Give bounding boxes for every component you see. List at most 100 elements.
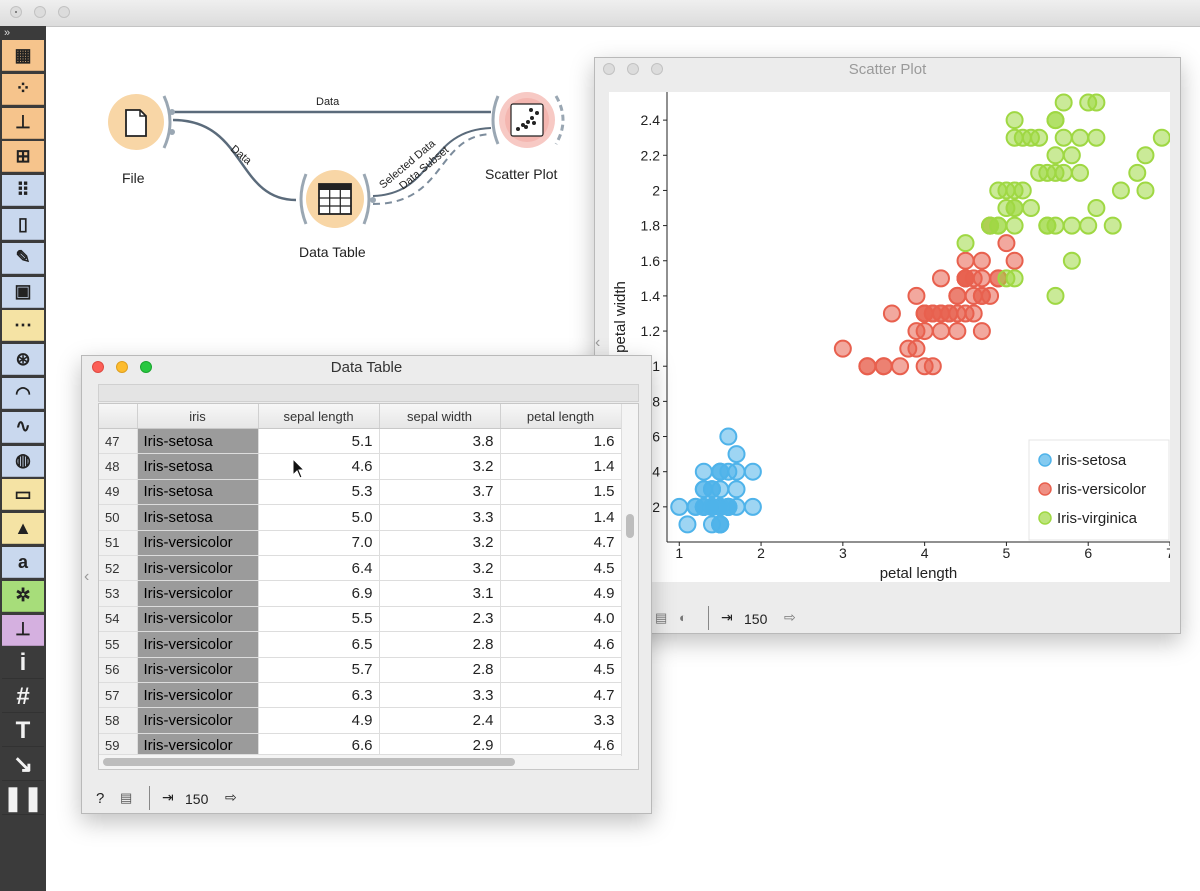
sepal-width-cell[interactable]: 3.3 (379, 682, 501, 709)
link-file-table[interactable] (172, 118, 297, 202)
data-point-iris-virginica[interactable] (1030, 163, 1049, 182)
iris-cell[interactable]: Iris-setosa (137, 453, 259, 480)
sepal-width-cell[interactable]: 3.3 (379, 504, 501, 531)
table-row[interactable]: 52 Iris-versicolor 6.4 3.2 4.5 (99, 555, 622, 582)
data-point-iris-virginica[interactable] (1087, 199, 1106, 218)
toolbar-button-scatter[interactable]: ⁘ (2, 73, 44, 105)
sepal-length-cell[interactable]: 6.9 (258, 580, 380, 607)
petal-length-cell[interactable]: 4.9 (500, 580, 622, 607)
data-point-iris-virginica[interactable] (1046, 286, 1065, 305)
data-point-iris-versicolor[interactable] (964, 286, 983, 305)
toolbar-button-info[interactable]: i (2, 648, 44, 680)
sepal-length-cell[interactable]: 7.0 (258, 530, 380, 556)
data-point-iris-setosa[interactable] (727, 445, 746, 464)
data-point-iris-versicolor[interactable] (964, 304, 983, 323)
help-icon[interactable]: ? (96, 790, 105, 807)
data-point-iris-versicolor[interactable] (874, 357, 893, 376)
data-point-iris-versicolor[interactable] (956, 269, 975, 288)
data-point-iris-setosa[interactable] (702, 497, 721, 516)
toolbar-button-text-a[interactable]: a (2, 547, 44, 578)
data-point-iris-versicolor[interactable] (1005, 251, 1024, 270)
table-row[interactable]: 54 Iris-versicolor 5.5 2.3 4.0 (99, 606, 622, 633)
table-row[interactable]: 51 Iris-versicolor 7.0 3.2 4.7 (99, 530, 622, 556)
petal-length-cell[interactable]: 3.3 (500, 707, 622, 734)
zoom-window-button[interactable] (58, 6, 70, 18)
toolbar-button-hash[interactable]: # (2, 682, 44, 714)
sepal-length-cell[interactable]: 4.9 (258, 707, 380, 734)
data-point-iris-virginica[interactable] (1087, 93, 1106, 112)
data-point-iris-versicolor[interactable] (899, 339, 918, 358)
sepal-length-cell[interactable]: 6.4 (258, 555, 380, 582)
toolbar-button-linear[interactable]: ⋯ (2, 310, 44, 342)
column-header-iris[interactable]: iris (137, 404, 259, 429)
data-point-iris-virginica[interactable] (1071, 128, 1090, 147)
table-row[interactable]: 57 Iris-versicolor 6.3 3.3 4.7 (99, 682, 622, 709)
file-node[interactable] (108, 94, 175, 150)
table-row[interactable]: 50 Iris-setosa 5.0 3.3 1.4 (99, 504, 622, 531)
iris-cell[interactable]: Iris-setosa (137, 479, 259, 506)
sepal-length-cell[interactable]: 6.3 (258, 682, 380, 709)
data-point-iris-virginica[interactable] (1062, 216, 1081, 235)
data-point-iris-versicolor[interactable] (948, 322, 967, 341)
toolbar-button-linechart[interactable]: ∿ (2, 411, 44, 443)
data-point-iris-setosa[interactable] (694, 462, 713, 481)
sepal-width-cell[interactable]: 2.8 (379, 631, 501, 658)
toolbar-button-stamp[interactable]: ⊥ (2, 614, 44, 646)
data-point-iris-virginica[interactable] (1046, 146, 1065, 165)
palette-icon[interactable]: ◐ (679, 610, 687, 625)
data-point-iris-versicolor[interactable] (972, 251, 991, 270)
petal-length-cell[interactable]: 4.5 (500, 657, 622, 683)
data-point-iris-virginica[interactable] (1128, 163, 1147, 182)
sepal-width-cell[interactable]: 3.2 (379, 453, 501, 480)
data-point-iris-versicolor[interactable] (923, 357, 942, 376)
row-number-cell[interactable]: 55 (99, 631, 138, 658)
toolbar-button-image[interactable]: ▣ (2, 276, 44, 308)
data-point-iris-versicolor[interactable] (931, 322, 950, 341)
iris-cell[interactable]: Iris-versicolor (137, 555, 259, 582)
data-point-iris-versicolor[interactable] (923, 304, 942, 323)
data-point-iris-virginica[interactable] (956, 234, 975, 253)
iris-cell[interactable]: Iris-versicolor (137, 657, 259, 683)
data-point-iris-virginica[interactable] (1062, 251, 1081, 270)
data-point-iris-virginica[interactable] (1005, 269, 1024, 288)
corner-cell[interactable] (99, 404, 138, 429)
link-data-subset[interactable] (372, 133, 492, 205)
petal-length-cell[interactable]: 4.6 (500, 631, 622, 658)
scatter-plot-node[interactable] (491, 92, 565, 148)
sepal-length-cell[interactable]: 5.5 (258, 606, 380, 633)
sepal-width-cell[interactable]: 3.1 (379, 580, 501, 607)
row-number-cell[interactable]: 58 (99, 707, 138, 734)
table-row[interactable]: 58 Iris-versicolor 4.9 2.4 3.3 (99, 707, 622, 734)
table-row[interactable]: 55 Iris-versicolor 6.5 2.8 4.6 (99, 631, 622, 658)
row-number-cell[interactable]: 47 (99, 428, 138, 455)
toolbar-button-venn[interactable]: ⊛ (2, 344, 44, 376)
sepal-length-cell[interactable]: 5.7 (258, 657, 380, 683)
data-point-iris-virginica[interactable] (1030, 128, 1049, 147)
data-table-node[interactable] (299, 170, 376, 228)
iris-cell[interactable]: Iris-versicolor (137, 606, 259, 633)
petal-length-cell[interactable]: 1.4 (500, 453, 622, 480)
scatter-close-button[interactable] (603, 63, 615, 75)
report-icon[interactable]: ▤ (655, 610, 668, 625)
iris-cell[interactable]: Iris-versicolor (137, 631, 259, 658)
column-header-petal-length[interactable]: petal length (500, 404, 622, 429)
column-header-sepal-length[interactable]: sepal length (258, 404, 380, 429)
sepal-width-cell[interactable]: 2.3 (379, 606, 501, 633)
sepal-width-cell[interactable]: 3.2 (379, 530, 501, 556)
vertical-scrollbar[interactable] (621, 404, 638, 756)
data-point-iris-versicolor[interactable] (972, 269, 991, 288)
table-minimize-button[interactable] (116, 361, 128, 373)
data-point-iris-setosa[interactable] (670, 497, 689, 516)
petal-length-cell[interactable]: 4.7 (500, 682, 622, 709)
data-point-iris-setosa[interactable] (711, 462, 730, 481)
data-point-iris-virginica[interactable] (1079, 216, 1098, 235)
data-point-iris-virginica[interactable] (1111, 181, 1130, 200)
scatter-chart[interactable]: 1 2 3 4 5 6 7 .2 .4 .6 .8 1 1.2 1.4 1.6 1.8 2 2.2 2.4 petal… (609, 92, 1170, 582)
data-point-iris-versicolor[interactable] (915, 322, 934, 341)
data-point-iris-versicolor[interactable] (956, 251, 975, 270)
data-point-iris-virginica[interactable] (1013, 181, 1032, 200)
sepal-width-cell[interactable]: 3.7 (379, 479, 501, 506)
data-point-iris-virginica[interactable] (1071, 163, 1090, 182)
sepal-length-cell[interactable]: 5.1 (258, 428, 380, 455)
link-selected-data[interactable] (372, 127, 492, 197)
